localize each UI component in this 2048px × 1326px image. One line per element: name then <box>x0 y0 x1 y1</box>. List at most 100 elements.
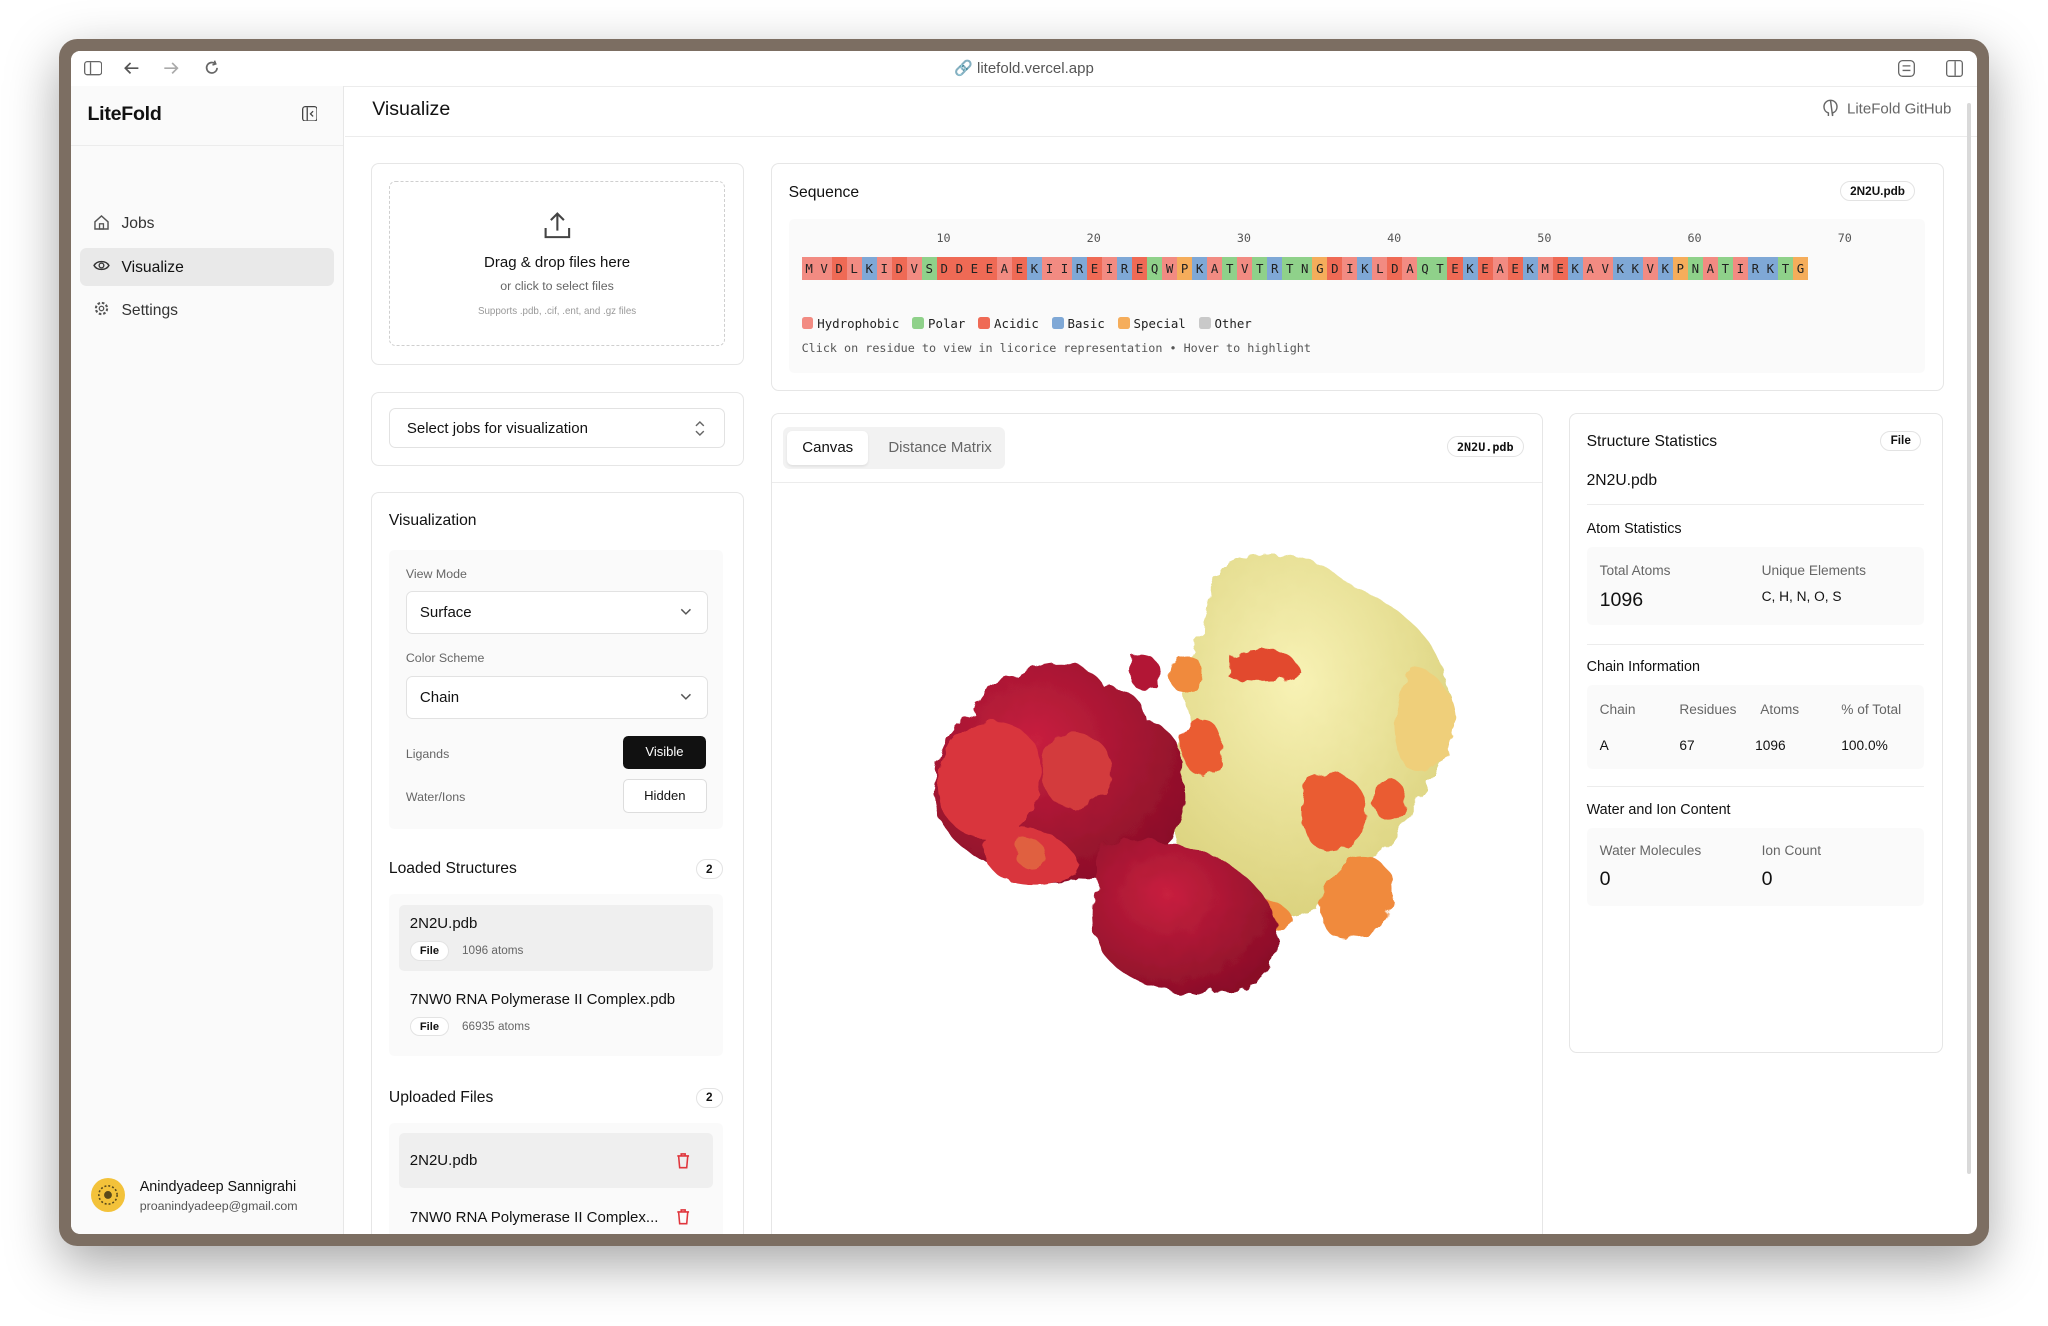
sequence-residue[interactable]: V <box>906 256 922 281</box>
sequence-residue[interactable]: P <box>1672 256 1688 281</box>
forward-icon[interactable] <box>163 61 179 75</box>
tab-canvas[interactable]: Canvas <box>787 430 869 465</box>
sequence-residue[interactable]: I <box>1342 256 1358 281</box>
sequence-residue[interactable]: E <box>966 256 982 281</box>
sidebar-item-jobs[interactable]: Jobs <box>80 205 335 243</box>
sequence-residue[interactable]: K <box>1026 256 1042 281</box>
sequence-residue[interactable]: K <box>1612 256 1628 281</box>
sequence-residue[interactable]: A <box>1207 256 1223 281</box>
sequence-residue[interactable]: R <box>1117 256 1133 281</box>
sequence-residue[interactable]: D <box>891 256 907 281</box>
view-mode-value: Surface <box>419 604 472 622</box>
sequence-residue[interactable]: K <box>1357 256 1373 281</box>
sequence-residue[interactable]: K <box>1522 256 1538 281</box>
sequence-residue[interactable]: D <box>831 256 847 281</box>
list-item[interactable]: 7NW0 RNA Polymerase II Complex... <box>399 1196 712 1234</box>
upload-dropzone[interactable]: Drag & drop files here or click to selec… <box>388 181 726 347</box>
address-bar[interactable]: 🔗 litefold.vercel.app <box>71 59 1978 77</box>
sequence-residue[interactable]: T <box>1222 256 1238 281</box>
color-scheme-select[interactable]: Chain <box>405 676 709 719</box>
sequence-residue[interactable]: D <box>1387 256 1403 281</box>
sequence-residue[interactable]: E <box>1447 256 1463 281</box>
upload-card: Drag & drop files here or click to selec… <box>370 163 744 366</box>
sequence-residue[interactable]: Q <box>1417 256 1433 281</box>
sequence-residue[interactable]: K <box>1627 256 1643 281</box>
ligands-toggle[interactable]: Visible <box>622 736 707 769</box>
sequence-residue[interactable]: I <box>876 256 892 281</box>
sidebar-item-visualize[interactable]: Visualize <box>79 248 335 286</box>
sequence-residue[interactable]: E <box>1477 256 1493 281</box>
sequence-residue[interactable]: A <box>1582 256 1598 281</box>
reload-icon[interactable] <box>204 60 220 76</box>
list-item[interactable]: 2N2U.pdb <box>399 1133 713 1189</box>
sequence-residue[interactable]: E <box>1132 256 1148 281</box>
sequence-residue[interactable]: T <box>1252 256 1268 281</box>
split-view-icon[interactable] <box>1946 60 1964 78</box>
sequence-residue[interactable]: W <box>1162 256 1178 281</box>
sequence-residue[interactable]: A <box>1402 256 1418 281</box>
sequence-residue[interactable]: R <box>1267 256 1283 281</box>
sequence-residue[interactable]: T <box>1717 256 1733 281</box>
sequence-residue[interactable]: D <box>1327 256 1343 281</box>
water-ions-toggle[interactable]: Hidden <box>622 779 707 813</box>
back-icon[interactable] <box>124 61 140 75</box>
sequence-residue[interactable]: G <box>1792 256 1808 281</box>
sequence-residue[interactable]: L <box>1372 256 1388 281</box>
molecule-canvas[interactable] <box>896 531 1484 1014</box>
sequence-residue[interactable]: Q <box>1147 256 1163 281</box>
sequence-residue[interactable]: I <box>1041 256 1057 281</box>
sequence-residue[interactable]: R <box>1747 256 1763 281</box>
sequence-residue[interactable]: I <box>1056 256 1072 281</box>
brand-logo[interactable]: LiteFold <box>87 103 162 126</box>
sequence-residue[interactable]: P <box>1177 256 1193 281</box>
sequence-residue[interactable]: A <box>996 256 1012 281</box>
sequence-residue[interactable]: D <box>951 256 967 281</box>
sequence-residue[interactable]: R <box>1071 256 1087 281</box>
list-item[interactable]: 2N2U.pdb File 1096 atoms <box>399 904 713 972</box>
sequence-residue[interactable]: V <box>1597 256 1613 281</box>
sequence-residue[interactable]: V <box>816 256 832 281</box>
sequence-residue[interactable]: L <box>846 256 862 281</box>
reader-icon[interactable] <box>1897 60 1915 78</box>
list-item[interactable]: 7NW0 RNA Polymerase II Complex.pdb File … <box>399 981 712 1048</box>
sequence-residue[interactable]: N <box>1687 256 1703 281</box>
sequence-residue[interactable]: K <box>1567 256 1583 281</box>
sequence-residue[interactable]: K <box>1762 256 1778 281</box>
sequence-residue[interactable]: V <box>1237 256 1253 281</box>
collapse-sidebar-icon[interactable] <box>301 105 318 122</box>
sequence-residue[interactable]: K <box>861 256 877 281</box>
sequence-residue[interactable]: M <box>1537 256 1553 281</box>
sidebar-toggle-icon[interactable] <box>83 61 102 76</box>
sidebar-item-settings[interactable]: Settings <box>80 291 335 329</box>
sequence-residue[interactable]: K <box>1657 256 1673 281</box>
job-select[interactable]: Select jobs for visualization <box>388 408 726 449</box>
sequence-residue[interactable]: T <box>1282 256 1298 281</box>
page-scrollbar[interactable] <box>1967 103 1971 1175</box>
trash-icon[interactable] <box>676 1208 690 1225</box>
trash-icon[interactable] <box>676 1152 690 1169</box>
view-mode-select[interactable]: Surface <box>405 591 709 634</box>
sequence-residue[interactable]: I <box>1102 256 1118 281</box>
sequence-residue[interactable]: I <box>1732 256 1748 281</box>
sequence-residue[interactable]: M <box>801 256 817 281</box>
legend-swatch <box>1117 317 1130 330</box>
sequence-residue[interactable]: E <box>1507 256 1523 281</box>
github-link[interactable]: LiteFold GitHub <box>1822 99 1951 118</box>
sequence-residue[interactable]: E <box>981 256 997 281</box>
sequence-residue[interactable]: T <box>1777 256 1793 281</box>
sequence-residue[interactable]: K <box>1462 256 1478 281</box>
sequence-residue[interactable]: E <box>1011 256 1027 281</box>
sequence-residue[interactable]: E <box>1086 256 1102 281</box>
sequence-residue[interactable]: E <box>1552 256 1568 281</box>
sequence-residue[interactable]: D <box>936 256 952 281</box>
sequence-residue[interactable]: A <box>1492 256 1508 281</box>
sequence-residue[interactable]: T <box>1432 256 1448 281</box>
sequence-residue[interactable]: S <box>921 256 937 281</box>
sequence-residue[interactable]: N <box>1297 256 1313 281</box>
sequence-residue[interactable]: K <box>1192 256 1208 281</box>
sequence-residue[interactable]: A <box>1702 256 1718 281</box>
tab-distance-matrix[interactable]: Distance Matrix <box>888 438 992 456</box>
sequence-residue[interactable]: V <box>1642 256 1658 281</box>
legend-item: Hydrophobic <box>801 316 899 331</box>
sequence-residue[interactable]: G <box>1312 256 1328 281</box>
